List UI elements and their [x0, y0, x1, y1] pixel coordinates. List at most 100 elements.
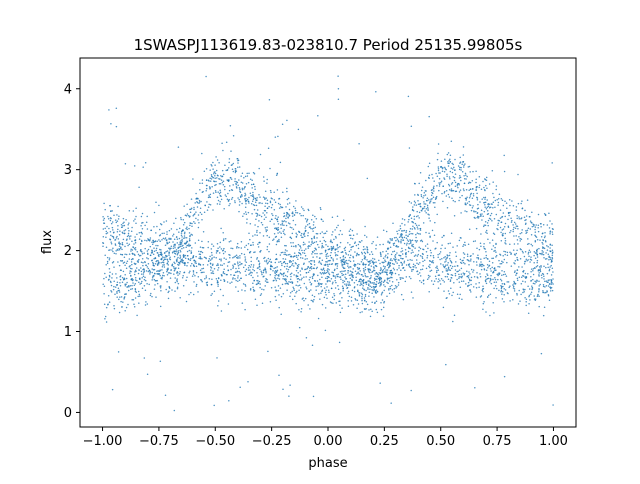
data-point [540, 352, 543, 355]
data-point [173, 250, 175, 252]
data-point [348, 234, 351, 236]
data-point [290, 242, 292, 244]
data-point [504, 222, 507, 225]
data-point [172, 247, 175, 249]
data-point [503, 282, 506, 285]
data-point [283, 228, 285, 231]
data-point [133, 248, 136, 250]
data-point [138, 281, 140, 283]
data-point [154, 280, 157, 282]
data-point [530, 268, 533, 270]
data-point [481, 263, 484, 266]
data-point [332, 247, 335, 249]
y-tick-label: 4 [64, 82, 72, 97]
data-point [440, 277, 443, 280]
data-point [332, 258, 334, 260]
data-point [549, 231, 551, 233]
data-point [340, 251, 343, 254]
data-point [220, 248, 223, 250]
data-point [390, 239, 392, 241]
data-point [212, 270, 214, 272]
data-point [324, 329, 327, 332]
data-point [246, 175, 249, 177]
data-point [479, 264, 482, 267]
data-point [451, 294, 453, 297]
data-point [280, 224, 282, 226]
data-point [362, 248, 365, 251]
data-point [214, 171, 216, 173]
data-point [309, 308, 311, 310]
data-point [129, 267, 132, 270]
data-point [421, 268, 424, 271]
data-point [315, 248, 317, 250]
data-point [504, 232, 507, 235]
data-point [112, 232, 115, 234]
data-point [258, 194, 260, 196]
data-point [402, 267, 404, 269]
data-point [234, 201, 236, 204]
data-point [294, 207, 296, 210]
data-point [485, 229, 488, 232]
data-point [411, 239, 414, 241]
data-point [123, 261, 126, 263]
data-point [124, 283, 126, 286]
data-point [500, 291, 502, 293]
data-point [174, 281, 177, 284]
data-point [438, 178, 441, 180]
data-point [428, 199, 430, 201]
data-point [322, 246, 325, 248]
data-point [270, 191, 272, 194]
data-point [341, 250, 344, 253]
data-point [374, 278, 377, 280]
data-point [445, 260, 447, 262]
data-points [102, 75, 554, 412]
data-point [122, 278, 125, 281]
data-point [332, 302, 334, 305]
data-point [484, 204, 486, 206]
data-point [335, 237, 337, 239]
data-point [472, 271, 474, 273]
data-point [327, 289, 330, 292]
data-point [536, 256, 539, 258]
data-point [384, 271, 386, 273]
data-point [534, 257, 537, 259]
data-point [528, 294, 531, 297]
data-point [198, 257, 200, 260]
data-point [155, 244, 157, 247]
data-point [219, 264, 222, 266]
data-point [225, 169, 227, 172]
data-point [141, 240, 143, 243]
data-point [375, 247, 377, 250]
data-point [387, 247, 390, 249]
data-point [146, 228, 149, 230]
data-point [468, 200, 470, 203]
data-point [430, 269, 433, 272]
data-point [243, 187, 245, 190]
data-point [212, 192, 215, 194]
data-point [244, 308, 246, 311]
data-point [354, 241, 357, 243]
data-point [201, 268, 203, 270]
data-point [367, 264, 370, 266]
data-point [481, 265, 483, 268]
data-point [450, 140, 453, 142]
data-point [282, 220, 284, 223]
data-point [175, 272, 178, 274]
data-point [447, 261, 449, 264]
data-point [451, 190, 454, 192]
data-point [220, 260, 222, 262]
data-point [436, 184, 438, 187]
data-point [546, 224, 549, 226]
data-point [361, 297, 363, 300]
data-point [305, 229, 307, 232]
data-point [226, 265, 229, 267]
data-point [337, 275, 339, 278]
data-point [334, 248, 336, 251]
data-point [341, 307, 343, 309]
data-point [244, 290, 246, 292]
data-point [467, 182, 470, 185]
data-point [339, 311, 342, 314]
data-point [102, 283, 104, 285]
data-point [177, 146, 180, 148]
